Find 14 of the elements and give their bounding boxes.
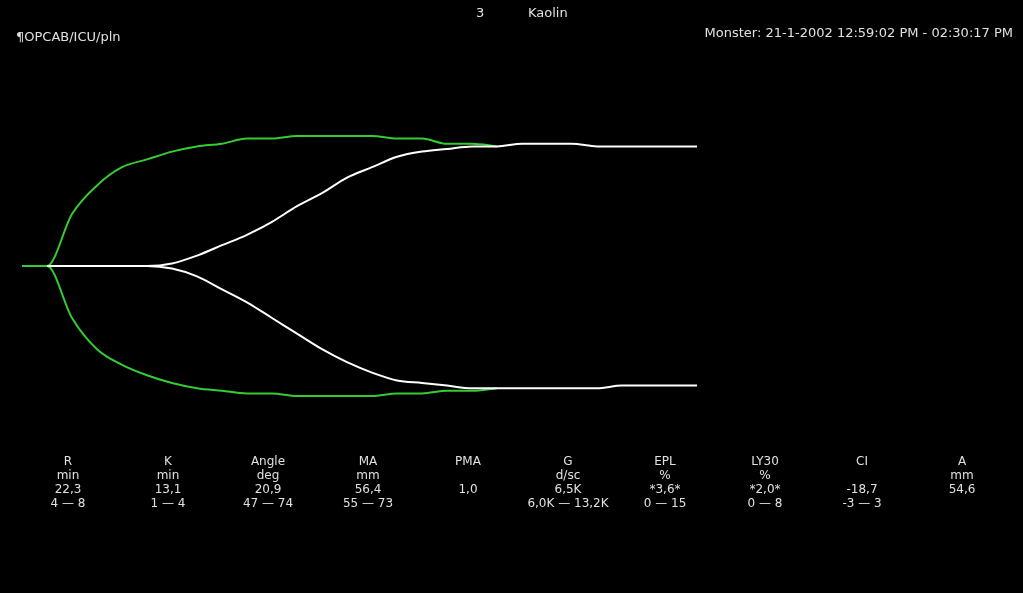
text: K min 13,1 1 — 4 — [150, 454, 186, 510]
text: MA mm 56,4 55 — 73 — [342, 454, 394, 510]
text: R min 22,3 4 — 8 — [50, 454, 86, 510]
text: G d/sc 6,5K 6,0K — 13,2K — [527, 454, 609, 510]
text: ¶OPCAB/ICU/pln — [16, 29, 121, 44]
text: Angle deg 20,9 47 — 74 — [242, 454, 294, 510]
text: PMA 1,0 — [455, 454, 481, 496]
text: LY30 % *2,0* 0 — 8 — [747, 454, 783, 510]
text: CI -18,7 -3 — 3 — [842, 454, 882, 510]
chart-title: Kaolin — [528, 5, 568, 20]
text: A mm 54,6 — [948, 454, 976, 496]
chart-subtitle: Monster: 21-1-2002 12:59:02 PM - 02:30:17 PM — [704, 25, 1013, 40]
text: EPL % *3,6* 0 — 15 — [643, 454, 687, 510]
text: 3 — [476, 5, 485, 20]
